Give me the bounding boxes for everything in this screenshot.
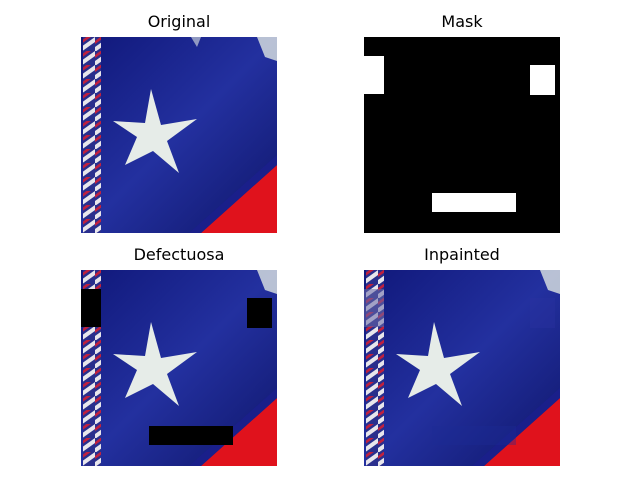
- panel-title-defective: Defectuosa: [133, 245, 225, 264]
- mask-image: [364, 37, 560, 233]
- defect-region-left: [81, 289, 101, 327]
- inpainted-image: [364, 270, 560, 466]
- panel-title-inpainted: Inpainted: [424, 245, 500, 264]
- panel-title-original: Original: [147, 12, 211, 31]
- defect-region-bottom: [149, 426, 233, 445]
- defect-region-right: [247, 298, 272, 328]
- mask-region-bottom: [432, 193, 516, 212]
- mask-region-left: [364, 56, 384, 94]
- mask-region-right: [530, 65, 555, 95]
- original-image: [81, 37, 277, 233]
- panel-title-mask: Mask: [441, 12, 483, 31]
- defective-image: [81, 270, 277, 466]
